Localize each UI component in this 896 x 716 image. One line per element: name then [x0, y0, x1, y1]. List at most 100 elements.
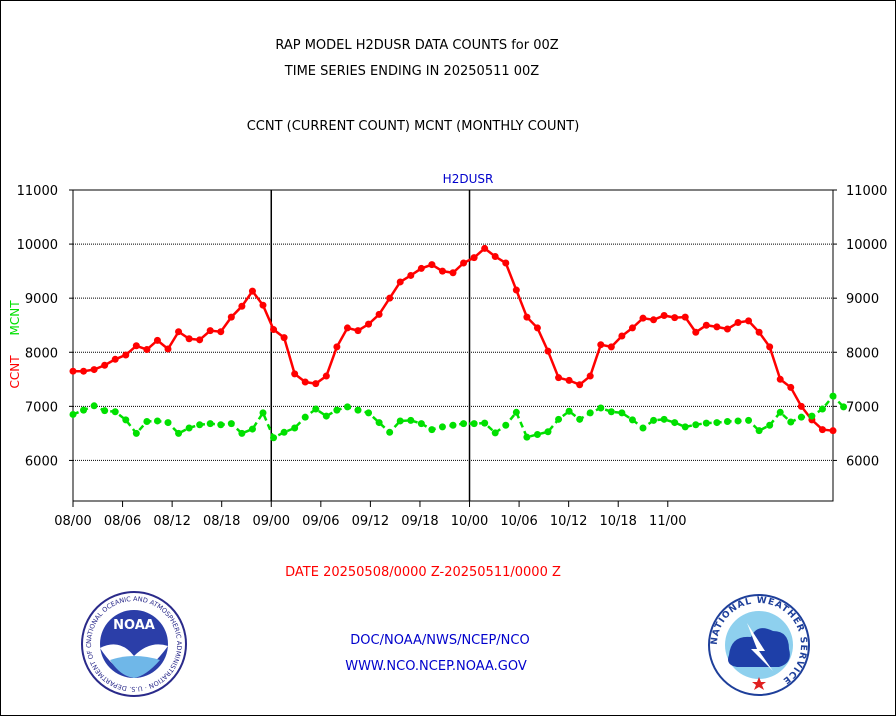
data-point-mcnt: [723, 417, 731, 425]
data-point-ccnt: [734, 319, 742, 327]
series-ccnt: [69, 244, 837, 435]
data-point-ccnt: [259, 301, 267, 309]
data-point-ccnt: [396, 278, 404, 286]
data-point-mcnt: [544, 428, 552, 436]
data-point-ccnt: [533, 324, 541, 332]
y-tick-label-left: 6000: [25, 454, 58, 469]
data-point-mcnt: [164, 419, 172, 427]
data-point-mcnt: [175, 429, 183, 437]
data-point-mcnt: [533, 430, 541, 438]
data-point-mcnt: [607, 408, 615, 416]
data-point-ccnt: [818, 426, 826, 434]
data-point-ccnt: [544, 347, 552, 355]
data-point-mcnt: [671, 419, 679, 427]
data-point-mcnt: [597, 404, 605, 412]
x-tick-label: 10/06: [500, 514, 537, 529]
data-point-ccnt: [90, 366, 98, 374]
data-point-mcnt: [428, 426, 436, 434]
data-point-mcnt: [660, 415, 668, 423]
plot-area: [72, 189, 834, 502]
data-point-mcnt: [417, 420, 425, 428]
data-point-mcnt: [365, 409, 373, 417]
chart-title-line1: RAP MODEL H2DUSR DATA COUNTS for 00Z: [275, 38, 559, 53]
data-point-ccnt: [132, 342, 140, 350]
x-tick-label: 09/00: [253, 514, 290, 529]
data-point-ccnt: [301, 378, 309, 386]
data-point-ccnt: [660, 311, 668, 319]
x-tick-label: 08/06: [104, 514, 141, 529]
noaa-logo-label: NOAA: [113, 618, 155, 633]
data-point-mcnt: [80, 406, 88, 414]
x-tick-label: 08/18: [203, 514, 240, 529]
data-point-ccnt: [322, 372, 330, 380]
data-point-mcnt: [470, 420, 478, 428]
data-point-ccnt: [618, 332, 626, 340]
data-point-mcnt: [639, 424, 647, 432]
data-point-mcnt: [787, 418, 795, 426]
data-point-mcnt: [586, 409, 594, 417]
data-point-ccnt: [175, 328, 183, 336]
y-tick-label-right: 10000: [846, 238, 887, 253]
x-tick-label: 08/12: [153, 514, 190, 529]
data-point-ccnt: [111, 355, 119, 363]
data-point-mcnt: [122, 416, 130, 424]
data-point-ccnt: [386, 294, 394, 302]
data-point-mcnt: [460, 420, 468, 428]
y-tick-label-right: 6000: [846, 454, 879, 469]
data-point-mcnt: [512, 408, 520, 416]
data-point-ccnt: [449, 269, 457, 277]
data-point-mcnt: [217, 421, 225, 429]
data-point-ccnt: [481, 244, 489, 252]
data-point-mcnt: [481, 419, 489, 427]
data-point-mcnt: [322, 412, 330, 420]
data-point-ccnt: [628, 324, 636, 332]
data-point-mcnt: [565, 407, 573, 415]
data-point-mcnt: [101, 407, 109, 415]
data-point-mcnt: [523, 433, 531, 441]
data-point-mcnt: [438, 423, 446, 431]
series-line-mcnt: [72, 394, 845, 440]
data-point-mcnt: [248, 425, 256, 433]
data-point-ccnt: [681, 313, 689, 321]
y-axis-label-ccnt: CCNT: [8, 355, 22, 389]
data-point-mcnt: [702, 419, 710, 427]
data-point-mcnt: [628, 416, 636, 424]
data-point-mcnt: [396, 417, 404, 425]
data-point-ccnt: [766, 343, 774, 351]
data-point-ccnt: [607, 343, 615, 351]
y-tick-label-right: 7000: [846, 400, 879, 415]
data-point-mcnt: [681, 423, 689, 431]
x-tick-label: 10/12: [550, 514, 587, 529]
data-point-ccnt: [470, 254, 478, 262]
data-point-ccnt: [312, 380, 320, 388]
x-tick-label: 08/00: [54, 514, 91, 529]
data-point-ccnt: [755, 328, 763, 336]
data-point-mcnt: [259, 409, 267, 417]
y-tick-label-left: 7000: [25, 400, 58, 415]
data-point-mcnt: [713, 419, 721, 427]
data-point-ccnt: [238, 302, 246, 310]
data-point-ccnt: [692, 328, 700, 336]
x-tick-label: 09/18: [401, 514, 438, 529]
data-point-ccnt: [438, 267, 446, 275]
data-point-mcnt: [291, 424, 299, 432]
y-tick-label-left: 11000: [17, 184, 58, 199]
data-point-ccnt: [217, 328, 225, 336]
data-point-mcnt: [196, 421, 204, 429]
data-point-ccnt: [153, 336, 161, 344]
data-point-ccnt: [227, 313, 235, 321]
x-tick-label: 09/12: [352, 514, 389, 529]
data-point-mcnt: [449, 421, 457, 429]
data-point-ccnt: [512, 286, 520, 294]
data-point-ccnt: [417, 264, 425, 272]
data-point-ccnt: [576, 381, 584, 389]
data-point-ccnt: [460, 259, 468, 267]
website-link[interactable]: WWW.NCO.NCEP.NOAA.GOV: [345, 659, 527, 674]
data-point-mcnt: [343, 403, 351, 411]
data-point-mcnt: [776, 408, 784, 416]
date-range-label: DATE 20250508/0000 Z-20250511/0000 Z: [285, 565, 561, 580]
data-point-ccnt: [143, 346, 151, 354]
y-tick-label-left: 9000: [25, 292, 58, 307]
org-line: DOC/NOAA/NWS/NCEP/NCO: [350, 633, 530, 648]
data-point-mcnt: [111, 408, 119, 416]
